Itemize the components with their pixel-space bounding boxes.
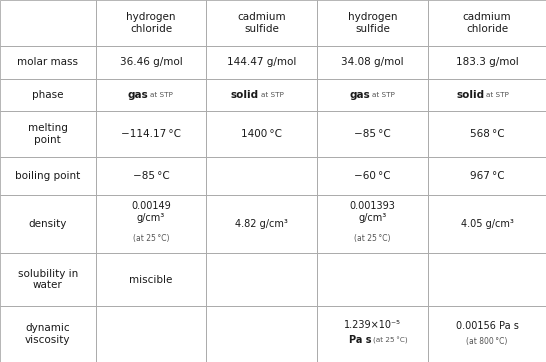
Bar	[428, 253, 546, 306]
Text: 1400 °C: 1400 °C	[241, 129, 282, 139]
Text: at STP: at STP	[371, 92, 394, 98]
Bar	[317, 111, 428, 157]
Text: Pa s: Pa s	[348, 336, 371, 345]
Text: 568 °C: 568 °C	[470, 129, 505, 139]
Bar	[428, 306, 546, 362]
Text: 4.82 g/cm³: 4.82 g/cm³	[235, 219, 288, 229]
Bar	[96, 306, 206, 362]
Text: 183.3 g/mol: 183.3 g/mol	[456, 58, 518, 67]
Text: miscible: miscible	[129, 275, 173, 285]
Text: −114.17 °C: −114.17 °C	[121, 129, 181, 139]
Bar	[317, 306, 428, 362]
Bar	[0, 253, 96, 306]
Text: −85 °C: −85 °C	[354, 129, 391, 139]
Text: 34.08 g/mol: 34.08 g/mol	[341, 58, 404, 67]
Bar	[96, 46, 206, 79]
Text: molar mass: molar mass	[17, 58, 78, 67]
Text: at STP: at STP	[486, 92, 509, 98]
Text: at STP: at STP	[150, 92, 173, 98]
Text: dynamic
viscosity: dynamic viscosity	[25, 323, 70, 345]
Text: density: density	[28, 219, 67, 229]
Bar	[206, 157, 317, 195]
Bar	[0, 0, 96, 46]
Text: cadmium
chloride: cadmium chloride	[462, 12, 512, 34]
Text: phase: phase	[32, 90, 63, 100]
Bar	[317, 157, 428, 195]
Bar	[428, 157, 546, 195]
Text: solubility in
water: solubility in water	[17, 269, 78, 290]
Text: solid: solid	[231, 90, 259, 100]
Bar	[96, 111, 206, 157]
Text: gas: gas	[127, 90, 148, 100]
Bar	[317, 253, 428, 306]
Text: cadmium
sulfide: cadmium sulfide	[238, 12, 286, 34]
Bar	[206, 79, 317, 111]
Text: −60 °C: −60 °C	[354, 171, 391, 181]
Bar	[317, 0, 428, 46]
Bar	[428, 195, 546, 253]
Text: (at 25 °C): (at 25 °C)	[354, 234, 391, 243]
Bar	[96, 253, 206, 306]
Bar	[206, 195, 317, 253]
Bar	[317, 46, 428, 79]
Bar	[0, 79, 96, 111]
Text: at STP: at STP	[261, 92, 283, 98]
Text: (at 25 °C): (at 25 °C)	[133, 234, 169, 243]
Text: 4.05 g/cm³: 4.05 g/cm³	[461, 219, 513, 229]
Bar	[96, 79, 206, 111]
Text: 144.47 g/mol: 144.47 g/mol	[227, 58, 296, 67]
Bar	[96, 157, 206, 195]
Bar	[317, 79, 428, 111]
Bar	[317, 195, 428, 253]
Text: 36.46 g/mol: 36.46 g/mol	[120, 58, 182, 67]
Bar	[206, 0, 317, 46]
Text: boiling point: boiling point	[15, 171, 80, 181]
Text: solid: solid	[456, 90, 484, 100]
Bar	[428, 111, 546, 157]
Text: 0.001393
g/cm³: 0.001393 g/cm³	[349, 201, 396, 223]
Text: melting
point: melting point	[28, 123, 68, 145]
Text: hydrogen
sulfide: hydrogen sulfide	[348, 12, 397, 34]
Text: 1.239×10⁻⁵: 1.239×10⁻⁵	[344, 320, 401, 330]
Bar	[206, 306, 317, 362]
Bar	[428, 0, 546, 46]
Bar	[0, 195, 96, 253]
Bar	[96, 195, 206, 253]
Text: −85 °C: −85 °C	[133, 171, 169, 181]
Text: hydrogen
chloride: hydrogen chloride	[126, 12, 176, 34]
Bar	[0, 306, 96, 362]
Bar	[0, 157, 96, 195]
Bar	[206, 46, 317, 79]
Bar	[206, 253, 317, 306]
Text: 0.00149
g/cm³: 0.00149 g/cm³	[131, 201, 171, 223]
Text: (at 800 °C): (at 800 °C)	[466, 337, 508, 346]
Bar	[428, 46, 546, 79]
Bar	[206, 111, 317, 157]
Text: 967 °C: 967 °C	[470, 171, 505, 181]
Text: (at 25 °C): (at 25 °C)	[372, 337, 407, 344]
Bar	[96, 0, 206, 46]
Bar	[428, 79, 546, 111]
Text: gas: gas	[349, 90, 370, 100]
Bar	[0, 111, 96, 157]
Bar	[0, 46, 96, 79]
Text: 0.00156 Pa s: 0.00156 Pa s	[455, 321, 519, 331]
